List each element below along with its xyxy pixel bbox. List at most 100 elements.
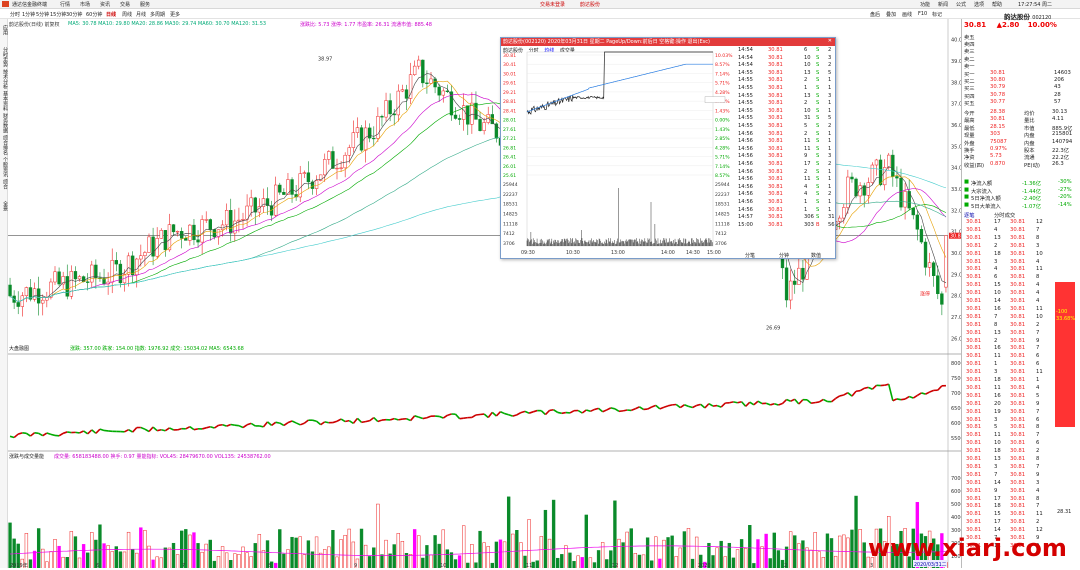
- menu-function[interactable]: 功能: [920, 1, 930, 8]
- menu-news[interactable]: 资讯: [100, 1, 110, 8]
- trade-cell: 14:56: [738, 146, 753, 152]
- popup-bottom-tab-2[interactable]: 数值: [811, 252, 821, 259]
- period-tab-9[interactable]: 多周期: [150, 11, 165, 18]
- candle-body: [156, 238, 159, 256]
- close-icon[interactable]: ✕: [828, 38, 832, 44]
- tick-row-cell: 7: [1036, 345, 1039, 351]
- tick-row-cell: 11: [994, 385, 1001, 391]
- candle-body: [385, 101, 388, 118]
- period-tab-5[interactable]: 60分钟: [86, 11, 102, 18]
- menu-trade[interactable]: 交易: [120, 1, 130, 8]
- tool-afterhours[interactable]: 盘后: [870, 11, 880, 18]
- leftnav-item-3[interactable]: 基本资料: [1, 91, 7, 111]
- volume-bar: [458, 556, 461, 568]
- volume-bar: [127, 532, 130, 568]
- ip-pct-tick-3: 5.71%: [715, 81, 730, 87]
- trade-cell: 14:56: [738, 207, 753, 213]
- candle-body: [17, 302, 20, 306]
- period-tab-8[interactable]: 月线: [136, 11, 146, 18]
- buy-row-0-cell: 14603: [1054, 70, 1071, 76]
- volume-bar: [33, 551, 36, 568]
- index-segment: [746, 402, 750, 406]
- menu-help[interactable]: 帮助: [992, 1, 1002, 8]
- index-segment: [366, 421, 370, 422]
- sell-row-3: 卖二: [964, 55, 1079, 62]
- candle-body: [340, 168, 343, 169]
- leftnav-item-4[interactable]: 财务数据: [1, 113, 7, 133]
- sell-row-4-cell: 卖一: [964, 62, 975, 70]
- leftnav-item-5[interactable]: 综合排名: [1, 135, 7, 155]
- period-tab-more[interactable]: 更多: [170, 11, 180, 18]
- menu-news2[interactable]: 新闻: [938, 1, 948, 8]
- leftnav-item-2[interactable]: 技术分析: [1, 69, 7, 89]
- trade-cell: 30.81: [768, 161, 783, 167]
- leftnav-item-7[interactable]: 综合: [1, 179, 7, 189]
- candle-body: [66, 276, 69, 296]
- volume-bar: [336, 557, 339, 568]
- candle-body: [797, 268, 800, 284]
- tick-row-cell: 8: [1036, 235, 1039, 241]
- tick-row-cell: 20: [994, 401, 1001, 407]
- candle-body: [188, 225, 191, 240]
- period-tab-3[interactable]: 15分钟: [50, 11, 66, 18]
- trade-cell: S: [816, 47, 819, 53]
- tool-f10[interactable]: F10: [918, 11, 927, 17]
- trade-cell: 3: [828, 55, 831, 61]
- volume-bar: [564, 546, 567, 568]
- popup-titlebar[interactable]: 韵达股份(002120) 2020年03月31日 星期二 PageUp/Down…: [501, 38, 835, 46]
- index-segment: [218, 425, 222, 426]
- tick-row-cell: 30.81: [1010, 314, 1025, 320]
- candle-body: [867, 183, 870, 196]
- ip-pct-tick-8: 1.43%: [715, 127, 730, 133]
- tool-draw[interactable]: 画线: [902, 11, 912, 18]
- menu-formula[interactable]: 公式: [956, 1, 966, 8]
- menu-board[interactable]: 市场: [80, 1, 90, 8]
- login-status[interactable]: 交易未登录: [540, 1, 565, 8]
- ip-price-tick-9: 27.21: [503, 136, 516, 142]
- leftnav-item-0[interactable]: 应用: [1, 25, 7, 35]
- volume-bar: [123, 552, 126, 568]
- tool-mark[interactable]: 标记: [932, 11, 942, 18]
- leftnav-item-1[interactable]: 分时走势: [1, 47, 7, 67]
- menu-market[interactable]: 行情: [60, 1, 70, 8]
- leftnav-item-6[interactable]: 个股资讯: [1, 157, 7, 177]
- trade-cell: S: [816, 184, 819, 190]
- volume-bar: [381, 555, 384, 568]
- period-tab-daily[interactable]: 日线: [106, 11, 116, 18]
- period-tab-1[interactable]: 1分钟: [22, 11, 35, 18]
- index-segment: [202, 428, 206, 429]
- volume-bar: [274, 563, 277, 568]
- index-segment: [67, 432, 71, 433]
- leftnav-item-8[interactable]: 全景: [1, 201, 7, 211]
- volume-bar: [409, 554, 412, 568]
- candle-body: [307, 173, 310, 182]
- period-tab-7[interactable]: 周线: [122, 11, 132, 18]
- tick-row-cell: 3: [994, 417, 997, 423]
- tool-overlay[interactable]: 叠加: [886, 11, 896, 18]
- tick-row-cell: 30.81: [1010, 440, 1025, 446]
- period-tab-2[interactable]: 5分钟: [36, 11, 49, 18]
- popup-bottom-tab-0[interactable]: 分笔: [745, 252, 755, 259]
- menu-options[interactable]: 选项: [974, 1, 984, 8]
- index-segment: [668, 405, 672, 406]
- trade-cell: S: [816, 77, 819, 83]
- detail-tabs-cell: 逐笔: [964, 211, 975, 219]
- menu-service[interactable]: 服务: [140, 1, 150, 8]
- index-segment: [227, 424, 231, 426]
- period-tab-4[interactable]: 30分钟: [66, 11, 82, 18]
- volume-bar: [315, 537, 318, 568]
- index-segment: [439, 416, 443, 418]
- popup-bottom-tab-1[interactable]: 分钟: [779, 252, 789, 259]
- volume-bar: [466, 563, 469, 568]
- tick-row-cell: 30.81: [966, 456, 981, 462]
- index-segment: [582, 410, 586, 413]
- period-tab-0[interactable]: 分时: [10, 11, 20, 18]
- intraday-popup[interactable]: 韵达股份(002120) 2020年03月31日 星期二 PageUp/Down…: [500, 37, 836, 259]
- volume-bar: [135, 553, 138, 568]
